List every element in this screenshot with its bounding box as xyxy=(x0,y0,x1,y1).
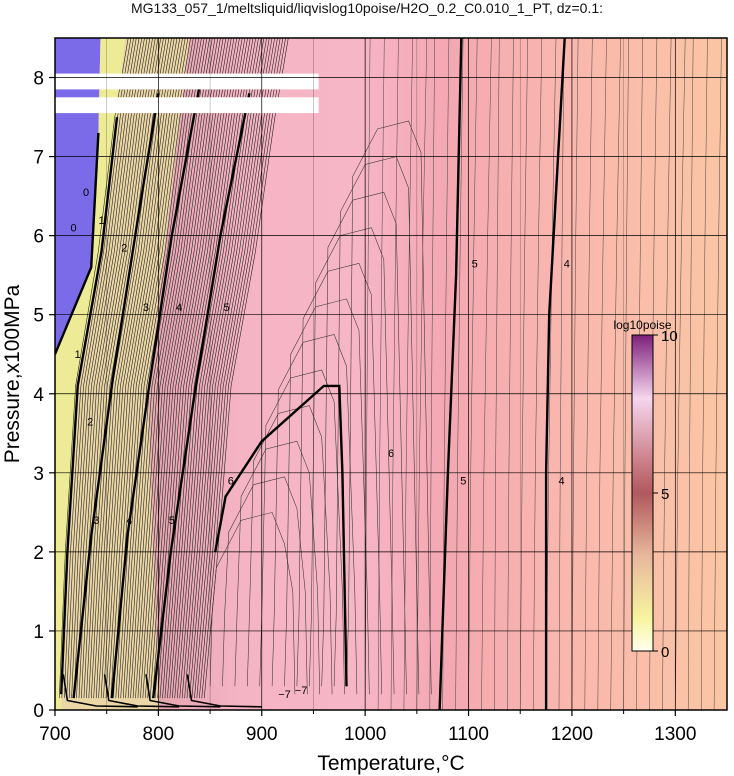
contour-label: 3 xyxy=(93,515,99,527)
x-tick-label: 1300 xyxy=(654,724,696,745)
contour-label: 5 xyxy=(460,476,466,488)
chart-title: MG133_057_1/meltsliquid/liqvislog10poise… xyxy=(130,0,604,16)
bottom-hook-contour xyxy=(62,674,138,708)
contour-label: 1 xyxy=(98,215,104,227)
band-below-1 xyxy=(55,38,101,355)
contour-label: 5 xyxy=(472,258,478,270)
minor-contour xyxy=(416,38,428,710)
colorbar-tick-label: 10 xyxy=(661,328,678,345)
minor-contour xyxy=(623,38,629,710)
contour-label: 6 xyxy=(228,476,234,488)
minor-contour xyxy=(364,38,371,710)
x-tick-label: 1000 xyxy=(344,724,386,745)
contour-label: 4 xyxy=(126,515,132,527)
minor-contour xyxy=(597,38,607,710)
contour-label: 5 xyxy=(224,302,230,314)
minor-contour xyxy=(507,38,514,710)
minor-contour xyxy=(662,38,672,710)
minor-contour xyxy=(545,38,557,710)
minor-contour xyxy=(481,38,492,710)
minor-contour xyxy=(571,38,579,710)
y-tick-label: 3 xyxy=(33,464,44,485)
masked-region xyxy=(55,97,319,114)
x-tick-label: 1200 xyxy=(551,724,593,745)
minor-contour xyxy=(346,120,432,695)
minor-contour xyxy=(271,334,358,695)
minor-contour xyxy=(468,38,478,710)
y-tick-label: 2 xyxy=(33,543,44,564)
minor-contour xyxy=(222,476,308,695)
band-1-to-2 xyxy=(55,38,126,710)
minor-contour xyxy=(610,38,621,710)
contour-label: 1 xyxy=(75,349,81,361)
minor-contour xyxy=(675,38,686,710)
minor-contour xyxy=(333,156,420,695)
major-contour-1 xyxy=(55,132,100,355)
contour-label: 0 xyxy=(83,187,89,199)
contour-label: 4 xyxy=(176,302,182,314)
contour-label: 3 xyxy=(143,302,149,314)
minor-contour xyxy=(209,512,296,695)
plot-frame xyxy=(54,37,728,711)
colorbar-tick-label: 0 xyxy=(661,644,669,661)
contour-label: 4 xyxy=(564,258,570,270)
minor-contour xyxy=(259,369,345,695)
minor-contour xyxy=(390,38,399,710)
x-tick-label: 1100 xyxy=(448,724,489,745)
y-tick-label: 5 xyxy=(33,306,44,327)
minor-contour xyxy=(247,405,333,695)
contour-label: 0 xyxy=(71,223,77,235)
minor-contour xyxy=(713,38,722,710)
y-tick-label: 7 xyxy=(33,148,44,169)
x-tick-label: 700 xyxy=(39,724,71,745)
minor-contour xyxy=(494,38,500,710)
contour-label: 6 xyxy=(388,448,394,460)
minor-contour xyxy=(403,38,413,710)
minor-contour xyxy=(429,38,435,710)
y-tick-label: 4 xyxy=(33,385,44,406)
contour-label: 4 xyxy=(559,476,565,488)
y-tick-label: 6 xyxy=(33,227,44,248)
masked-region xyxy=(55,73,319,90)
minor-contour xyxy=(455,38,464,710)
contour-label: −7 xyxy=(295,685,308,697)
minor-contour xyxy=(519,38,528,710)
minor-contour xyxy=(309,227,395,695)
minor-contour xyxy=(558,38,565,710)
colorbar-title: log10poise xyxy=(613,318,671,332)
x-tick-label: 800 xyxy=(143,724,175,745)
minor-contour xyxy=(700,38,708,710)
contour-label: 2 xyxy=(121,242,127,254)
minor-contour xyxy=(234,440,320,695)
y-tick-label: 8 xyxy=(33,69,44,90)
contour-label: −7 xyxy=(278,689,291,701)
x-axis-title: Temperature,°C xyxy=(317,752,464,775)
bottom-hook-contour xyxy=(145,674,221,708)
x-tick-label: 900 xyxy=(246,724,278,745)
y-tick-label: 0 xyxy=(33,701,44,722)
minor-contour xyxy=(377,38,385,710)
major-contour-3 xyxy=(72,93,160,699)
bottom-hook-contour xyxy=(186,674,262,708)
minor-contour xyxy=(532,38,543,710)
contour-label: 5 xyxy=(169,515,175,527)
minor-contour xyxy=(584,38,593,710)
y-tick-label: 1 xyxy=(33,622,44,643)
minor-contour xyxy=(321,191,407,695)
y-axis-title: Pressure,x100MPa xyxy=(1,284,24,463)
minor-contour xyxy=(687,38,694,710)
colorbar-tick-label: 5 xyxy=(661,486,669,503)
contour-label: 2 xyxy=(87,416,93,428)
minor-contour xyxy=(296,262,382,695)
colorbar-scale xyxy=(631,334,654,652)
